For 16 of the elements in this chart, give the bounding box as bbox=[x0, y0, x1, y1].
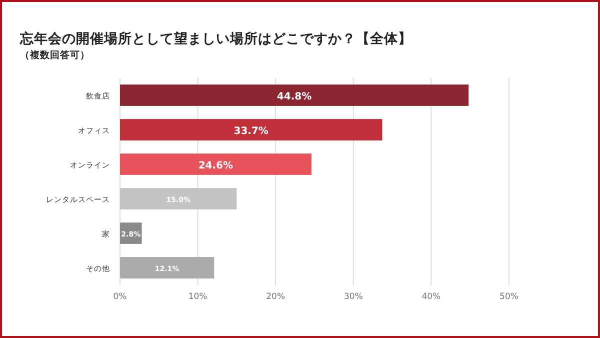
data-label: 33.7% bbox=[234, 126, 268, 137]
chart-subtitle: （複数回答可） bbox=[20, 49, 90, 61]
x-tick-label: 10% bbox=[188, 292, 208, 302]
chart-title: 忘年会の開催場所として望ましい場所はどこですか？【全体】 bbox=[19, 30, 412, 47]
bar bbox=[120, 188, 237, 210]
bar bbox=[120, 257, 214, 278]
x-tick-label: 0% bbox=[113, 292, 127, 302]
bar bbox=[120, 154, 312, 175]
x-tick-label: 50% bbox=[500, 292, 518, 302]
x-tick-label: 40% bbox=[422, 292, 441, 302]
bar bbox=[120, 84, 469, 106]
x-tick-label: 30% bbox=[344, 292, 363, 302]
bar bbox=[120, 119, 382, 140]
data-label: 44.8% bbox=[276, 91, 312, 102]
x-tick-label: 20% bbox=[266, 292, 286, 302]
data-label: 24.6% bbox=[198, 160, 234, 172]
